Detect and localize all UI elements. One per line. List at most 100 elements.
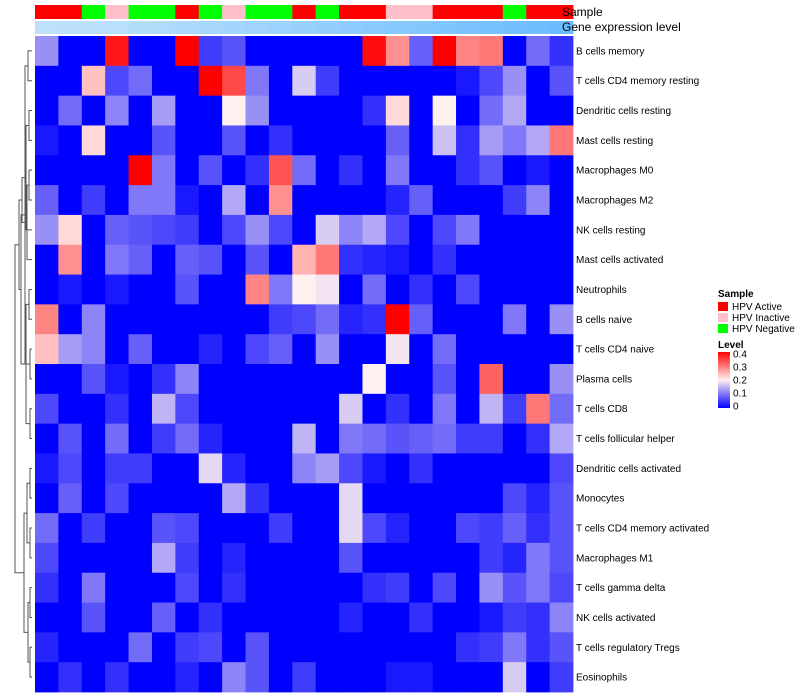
expression-annotation-cell xyxy=(245,21,270,34)
heatmap-cell xyxy=(175,483,200,514)
row-label: Plasma cells xyxy=(576,374,632,385)
expression-annotation-cell xyxy=(362,21,387,34)
heatmap-cell xyxy=(151,483,176,514)
heatmap-cell xyxy=(175,95,200,126)
heatmap-cell xyxy=(268,393,293,425)
heatmap-cell xyxy=(35,572,59,603)
heatmap-cell xyxy=(526,244,551,275)
heatmap-cell xyxy=(151,602,176,633)
expression-annotation-cell xyxy=(175,21,200,34)
sample-annotation-cell xyxy=(292,5,317,19)
heatmap-cell xyxy=(268,572,293,603)
heatmap-cell xyxy=(526,274,551,305)
heatmap-cell xyxy=(549,125,574,156)
heatmap-cell xyxy=(409,483,434,514)
heatmap-cell xyxy=(432,244,457,275)
heatmap-cell xyxy=(128,542,153,574)
heatmap-cell xyxy=(456,453,480,484)
dendrogram-branch xyxy=(29,408,32,440)
heatmap-cell xyxy=(479,364,504,395)
heatmap-cell xyxy=(245,214,270,246)
heatmap-cell xyxy=(81,662,106,693)
sample-annotation-cell xyxy=(456,5,480,19)
heatmap-cell xyxy=(151,572,176,603)
heatmap-cell xyxy=(385,185,410,216)
heatmap-cell xyxy=(362,304,387,335)
heatmap-cell xyxy=(105,36,129,67)
heatmap-cell xyxy=(222,453,246,484)
heatmap-cell xyxy=(315,334,340,365)
expression-annotation-cell xyxy=(339,21,363,34)
heatmap-cell xyxy=(58,274,83,305)
row-label: Macrophages M1 xyxy=(576,553,654,564)
heatmap-cell xyxy=(479,274,504,305)
sample-annotation-cell xyxy=(245,5,270,19)
expression-annotation-cell xyxy=(81,21,106,34)
heatmap-cell xyxy=(151,542,176,574)
heatmap-cell xyxy=(35,244,59,275)
heatmap-cell xyxy=(315,155,340,186)
heatmap-cell xyxy=(409,214,434,246)
heatmap-cell xyxy=(456,602,480,633)
heatmap-cell xyxy=(526,36,551,67)
heatmap-cell xyxy=(245,602,270,633)
heatmap-cell xyxy=(58,334,83,365)
heatmap-cell xyxy=(81,364,106,395)
heatmap-cell xyxy=(362,542,387,574)
sample-annotation-cell xyxy=(432,5,457,19)
expression-annotation-cell xyxy=(526,21,551,34)
heatmap-cell xyxy=(385,65,410,97)
heatmap-cell xyxy=(339,423,363,454)
heatmap-cell xyxy=(479,662,504,693)
heatmap-cell xyxy=(105,423,129,454)
heatmap-cell xyxy=(198,244,223,275)
heatmap-cell xyxy=(222,155,246,186)
heatmap-cell xyxy=(432,572,457,603)
heatmap-cell xyxy=(526,662,551,693)
heatmap-cell xyxy=(549,483,574,514)
heatmap-cell xyxy=(151,95,176,126)
heatmap-cell xyxy=(502,125,527,156)
heatmap-cell xyxy=(175,214,200,246)
heatmap-cell xyxy=(432,185,457,216)
expression-annotation-cell xyxy=(432,21,457,34)
heatmap-cell xyxy=(502,214,527,246)
heatmap-cell xyxy=(198,393,223,425)
heatmap-cell xyxy=(222,542,246,574)
heatmap-cell xyxy=(456,513,480,544)
heatmap-cell xyxy=(315,662,340,693)
heatmap-cell xyxy=(526,572,551,603)
heatmap-cell xyxy=(151,125,176,156)
heatmap-cell xyxy=(128,95,153,126)
heatmap-cell xyxy=(128,364,153,395)
heatmap-cell xyxy=(128,125,153,156)
heatmap-cell xyxy=(479,483,504,514)
heatmap-cell xyxy=(409,334,434,365)
heatmap-cell xyxy=(456,36,480,67)
row-label: Mast cells resting xyxy=(576,136,653,147)
heatmap-cell xyxy=(526,513,551,544)
heatmap-cell xyxy=(526,185,551,216)
heatmap-cell xyxy=(409,125,434,156)
heatmap-cell xyxy=(245,662,270,693)
heatmap-cell xyxy=(479,65,504,97)
heatmap-cell xyxy=(35,632,59,663)
heatmap-cell xyxy=(175,364,200,395)
heatmap-cell xyxy=(58,662,83,693)
heatmap-cell xyxy=(81,423,106,454)
heatmap-cell xyxy=(409,364,434,395)
heatmap-cell xyxy=(35,214,59,246)
heatmap-cell xyxy=(175,334,200,365)
heatmap-cell xyxy=(362,572,387,603)
row-label: Neutrophils xyxy=(576,285,627,296)
heatmap-cell xyxy=(362,483,387,514)
heatmap-cell xyxy=(409,632,434,663)
row-label: Eosinophils xyxy=(576,673,627,684)
heatmap-cell xyxy=(81,95,106,126)
heatmap-cell xyxy=(362,214,387,246)
heatmap-cell xyxy=(456,662,480,693)
heatmap-cell xyxy=(409,244,434,275)
row-label: T cells CD8 xyxy=(576,404,628,415)
heatmap-cell xyxy=(456,125,480,156)
